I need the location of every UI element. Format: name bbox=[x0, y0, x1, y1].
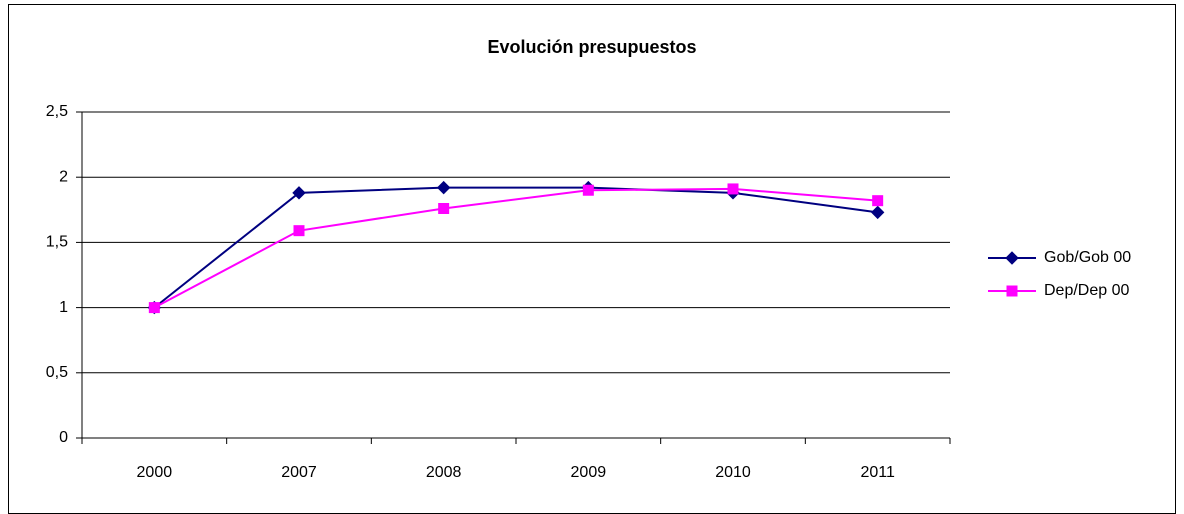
y-tick-label: 0 bbox=[59, 429, 68, 446]
data-point bbox=[438, 202, 450, 214]
data-point bbox=[727, 183, 739, 195]
data-point bbox=[292, 186, 306, 200]
x-tick-label: 2009 bbox=[571, 464, 607, 481]
legend-label: Gob/Gob 00 bbox=[1044, 249, 1131, 266]
chart-frame bbox=[8, 4, 1176, 514]
data-point bbox=[148, 302, 160, 314]
x-tick-label: 2000 bbox=[137, 464, 173, 481]
legend-marker bbox=[1005, 251, 1019, 265]
data-point bbox=[872, 195, 884, 207]
chart-title: Evolución presupuestos bbox=[487, 37, 696, 57]
x-tick-label: 2007 bbox=[281, 464, 317, 481]
y-tick-label: 0,5 bbox=[46, 364, 68, 381]
legend-marker bbox=[1006, 285, 1018, 297]
data-point bbox=[293, 225, 305, 237]
series-line bbox=[153, 186, 878, 309]
x-tick-label: 2011 bbox=[860, 464, 895, 481]
legend-label: Dep/Dep 00 bbox=[1044, 282, 1129, 299]
y-tick-label: 2 bbox=[59, 168, 68, 185]
data-point bbox=[870, 205, 885, 220]
y-tick-label: 1,5 bbox=[46, 234, 68, 251]
x-tick-label: 2008 bbox=[426, 464, 462, 481]
x-tick-label: 2010 bbox=[715, 464, 751, 481]
data-point bbox=[582, 184, 594, 196]
series-line bbox=[153, 187, 878, 309]
y-tick-label: 2,5 bbox=[46, 103, 68, 120]
data-point bbox=[436, 180, 451, 195]
y-tick-label: 1 bbox=[59, 299, 68, 316]
